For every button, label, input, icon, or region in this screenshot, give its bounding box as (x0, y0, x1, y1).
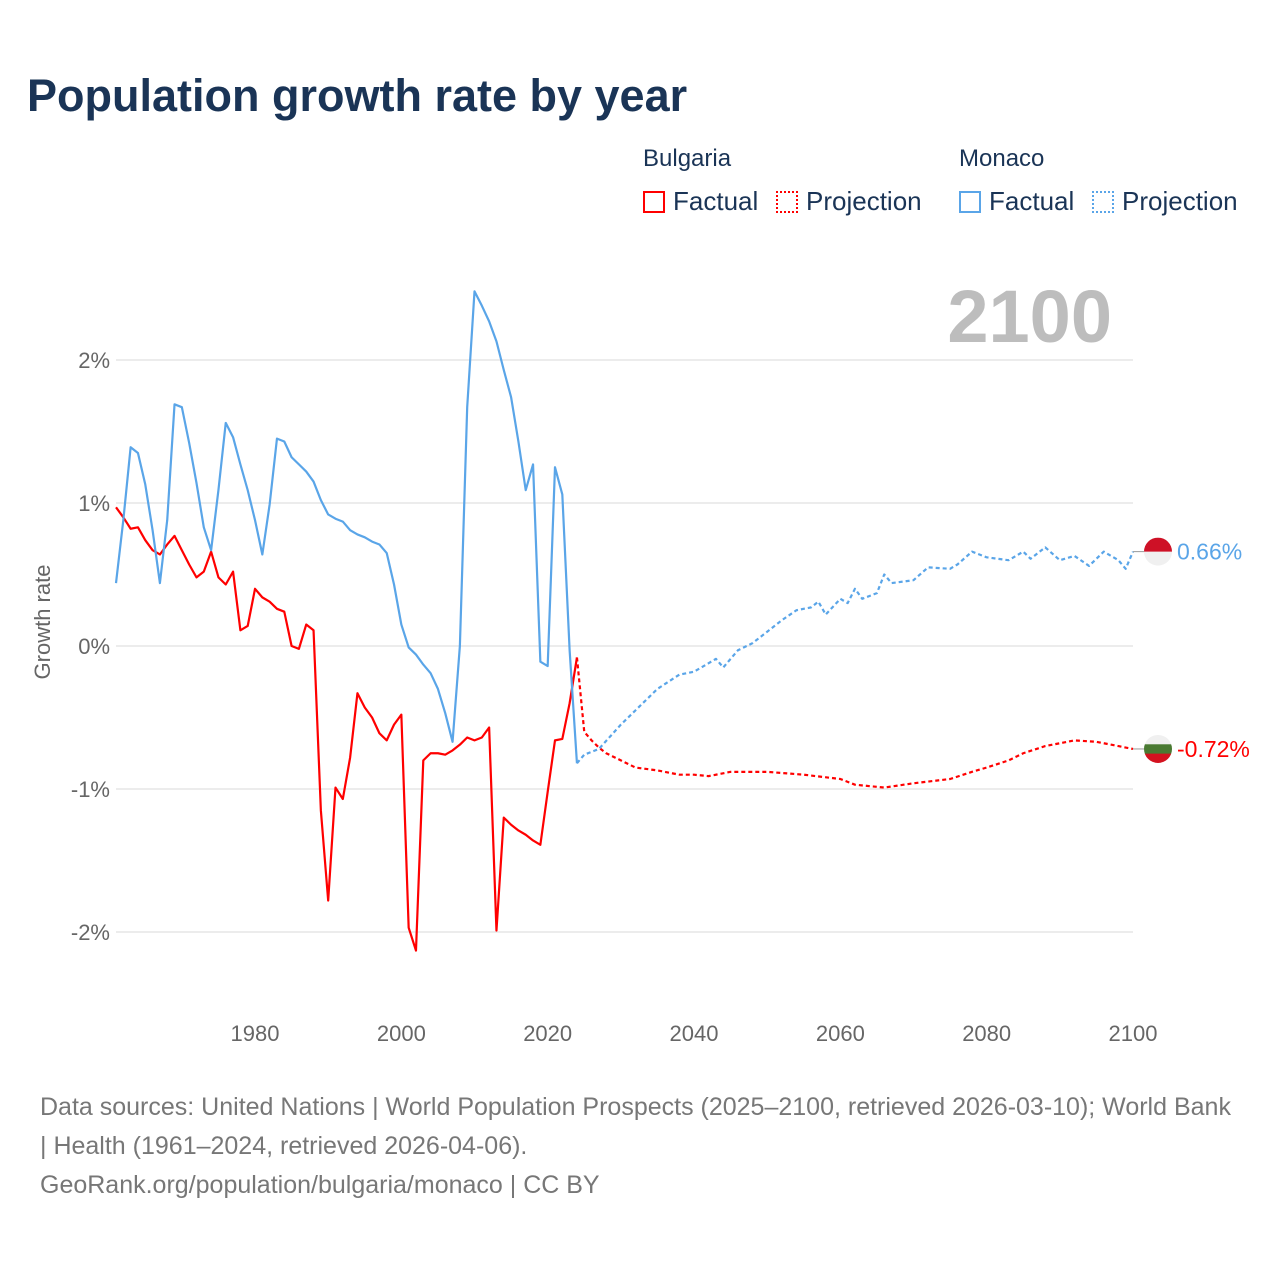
legend-group-monaco: Monaco (959, 145, 1045, 172)
legend-monaco-factual[interactable]: Factual (959, 186, 1074, 217)
x-tick-label: 2040 (670, 1021, 719, 1046)
legend-label: Factual (673, 186, 759, 216)
series-line-monaco-projection (576, 546, 1135, 764)
legend-group-bulgaria: Bulgaria (643, 145, 732, 172)
x-tick-label: 2020 (523, 1021, 572, 1046)
series-line-bulgaria-factual (115, 506, 579, 952)
end-value-label: 0.66% (1177, 539, 1242, 565)
x-tick-label: 2000 (377, 1021, 426, 1046)
legend-swatch (959, 190, 981, 213)
y-tick-label: 1% (78, 491, 110, 516)
end-value-label: -0.72% (1177, 736, 1250, 762)
flag-monaco-icon (1144, 537, 1172, 566)
legend-swatch (1092, 190, 1114, 213)
y-axis-label: Growth rate (30, 565, 55, 680)
legend-label: Factual (989, 186, 1075, 216)
flag-bulgaria-icon (1144, 734, 1172, 763)
x-tick-label: 2060 (816, 1021, 865, 1046)
legend-bulgaria-projection[interactable]: Projection (776, 186, 922, 217)
legend-bulgaria-factual[interactable]: Factual (643, 186, 758, 217)
y-tick-label: -1% (71, 777, 110, 802)
legend-monaco-projection[interactable]: Projection (1092, 186, 1238, 217)
x-tick-label: 1980 (231, 1021, 280, 1046)
y-tick-label: 2% (78, 348, 110, 373)
y-tick-label: 0% (78, 634, 110, 659)
chart-title: Population growth rate by year (27, 70, 688, 121)
legend-label: Projection (806, 186, 922, 216)
x-tick-label: 2100 (1109, 1021, 1158, 1046)
source-note: Data sources: United Nations | World Pop… (40, 1088, 1240, 1205)
legend-swatch (643, 190, 665, 213)
y-tick-label: -2% (71, 920, 110, 945)
source-link[interactable]: GeoRank.org/population/bulgaria/monaco |… (40, 1171, 600, 1199)
series-line-bulgaria-projection (575, 657, 1134, 789)
series-line-monaco-factual (114, 290, 579, 764)
source-line: Data sources: United Nations | World Pop… (40, 1093, 1231, 1160)
year-watermark: 2100 (947, 275, 1112, 358)
x-tick-label: 2080 (962, 1021, 1011, 1046)
legend-swatch (776, 190, 798, 213)
legend-label: Projection (1122, 186, 1238, 216)
